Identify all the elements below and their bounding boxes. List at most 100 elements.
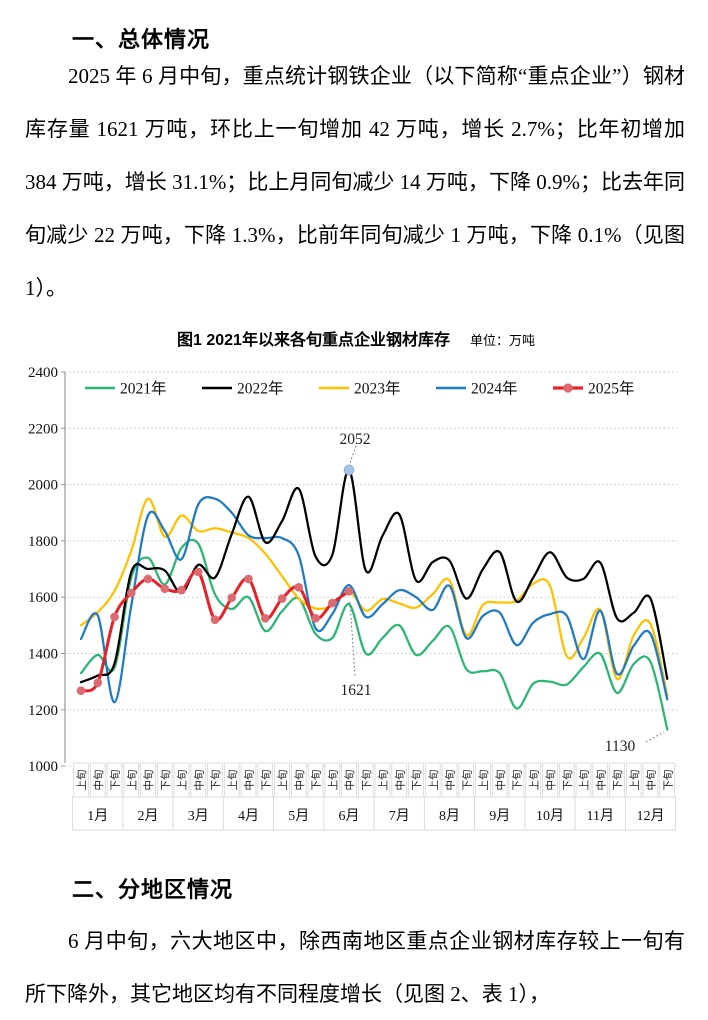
legend-label: 2022年 <box>237 380 284 398</box>
x-tick-label-10月中旬: 中旬 <box>544 770 557 791</box>
data-point-marker <box>244 574 253 584</box>
x-month-cell <box>423 796 476 831</box>
x-tick-label-6月中旬: 中旬 <box>343 770 356 791</box>
x-tick-label-1月上旬: 上旬 <box>75 770 88 791</box>
series-line-2023年 <box>79 497 669 697</box>
x-tick-label-11月中旬: 中旬 <box>594 770 607 791</box>
y-axis-label-1200: 1200 <box>28 703 58 719</box>
x-tick-label-3月中旬: 中旬 <box>192 770 205 791</box>
y-axis-label-2000: 2000 <box>28 478 58 494</box>
x-tick-label-8月下旬: 下旬 <box>460 770 473 791</box>
chart-title-row: 图1 2021年以来各旬重点企业钢材库存 单位：万吨 <box>28 326 684 352</box>
legend-item-2024年: 2024年 <box>436 380 518 398</box>
x-tick-label-5月中旬: 中旬 <box>293 770 306 791</box>
y-axis-label-1600: 1600 <box>28 590 58 606</box>
figure-1-chart: 图1 2021年以来各旬重点企业钢材库存 单位：万吨 1000 1200 1400 1… <box>28 326 684 846</box>
y-axis-label-2400: 2400 <box>28 365 58 381</box>
x-tick-label-1月中旬: 中旬 <box>92 770 105 791</box>
section-2-heading: 二、分地区情况 <box>72 877 234 902</box>
legend-item-2025年: 2025年 <box>553 380 635 398</box>
x-tick-label-6月下旬: 下旬 <box>360 770 373 791</box>
x-month-cell <box>624 796 677 831</box>
legend-label: 2021年 <box>120 380 167 398</box>
x-tick-label-4月下旬: 下旬 <box>259 770 272 791</box>
data-point-marker <box>277 594 287 603</box>
x-month-label-12月: 12月 <box>637 808 665 824</box>
x-tick-label-9月下旬: 下旬 <box>511 770 524 791</box>
x-month-cell <box>524 796 576 831</box>
x-tick-label-12月中旬: 中旬 <box>645 770 658 791</box>
data-point-marker <box>344 586 354 596</box>
annotation-leader-1621 <box>349 601 356 677</box>
x-tick-label-11月下旬: 下旬 <box>611 770 624 791</box>
y-axis-label-1400: 1400 <box>28 647 58 663</box>
legend-item-2021年: 2021年 <box>85 380 167 398</box>
x-tick-label-2月下旬: 下旬 <box>159 770 172 791</box>
data-point-marker <box>126 588 136 598</box>
x-month-label-3月: 3月 <box>188 808 209 824</box>
data-point-marker <box>311 614 320 623</box>
y-axis-label-1800: 1800 <box>28 534 58 550</box>
paragraph-regions: 6 月中旬，六大地区中，除西南地区重点企业钢材库存较上一旬有所下降外，其它地区均… <box>25 929 685 1006</box>
x-month-cell <box>574 796 626 831</box>
legend-item-2022年: 2022年 <box>202 380 284 398</box>
y-axis-label-1000: 1000 <box>28 759 58 775</box>
legend-label: 2025年 <box>588 380 635 398</box>
x-tick-label-2月上旬: 上旬 <box>125 770 138 791</box>
x-tick-label-1月下旬: 下旬 <box>109 770 122 791</box>
highlight-point-marker <box>343 464 355 476</box>
x-tick-label-6月上旬: 上旬 <box>326 770 339 791</box>
paragraph-overall: 2025 年 6 月中旬，重点统计钢铁企业（以下简称“重点企业”）钢材库存量 1… <box>25 64 685 300</box>
x-month-label-7月: 7月 <box>389 808 410 824</box>
data-point-marker <box>294 583 304 592</box>
x-month-cell <box>222 796 275 831</box>
x-month-label-2月: 2月 <box>138 808 159 824</box>
chart-unit-label: 单位：万吨 <box>469 333 535 348</box>
data-point-marker <box>227 593 237 603</box>
annotation-label-1621: 1621 <box>341 682 372 699</box>
x-month-label-6月: 6月 <box>339 808 360 824</box>
x-tick-label-11月上旬: 上旬 <box>578 770 591 791</box>
section-1-heading: 一、总体情况 <box>72 27 211 52</box>
x-tick-label-7月中旬: 中旬 <box>393 770 406 791</box>
x-tick-label-5月下旬: 下旬 <box>310 770 323 791</box>
x-tick-label-10月下旬: 下旬 <box>561 770 574 791</box>
x-tick-label-8月中旬: 中旬 <box>444 770 457 791</box>
x-month-label-11月: 11月 <box>587 808 614 824</box>
x-tick-label-7月上旬: 上旬 <box>377 770 390 791</box>
legend-item-2023年: 2023年 <box>319 380 401 398</box>
legend-swatch-marker <box>563 383 573 393</box>
x-month-label-9月: 9月 <box>489 808 510 824</box>
x-tick-label-12月下旬: 下旬 <box>661 770 674 791</box>
x-month-label-1月: 1月 <box>87 808 108 824</box>
x-tick-label-4月中旬: 中旬 <box>243 770 256 791</box>
annotation-label-2052: 2052 <box>340 431 371 448</box>
x-tick-label-3月下旬: 下旬 <box>209 770 222 791</box>
chart-title: 图1 2021年以来各旬重点企业钢材库存 <box>177 332 450 349</box>
x-tick-label-2月中旬: 中旬 <box>142 770 155 791</box>
x-tick-label-8月上旬: 上旬 <box>427 770 440 791</box>
x-month-label-4月: 4月 <box>238 808 259 824</box>
x-tick-label-3月上旬: 上旬 <box>176 770 189 791</box>
series-line-2024年 <box>79 496 669 704</box>
data-point-marker <box>93 678 103 688</box>
legend-label: 2024年 <box>471 380 518 398</box>
x-tick-label-10月上旬: 上旬 <box>527 770 540 791</box>
series-line-2021年 <box>79 538 669 731</box>
x-month-cell <box>172 796 224 831</box>
data-point-marker <box>193 567 203 577</box>
legend-label: 2023年 <box>354 380 401 398</box>
x-tick-label-5月上旬: 上旬 <box>276 770 289 791</box>
x-month-label-8月: 8月 <box>439 808 460 824</box>
data-point-marker <box>177 585 186 595</box>
data-point-marker <box>260 614 270 623</box>
data-point-marker <box>210 615 220 625</box>
x-tick-label-4月上旬: 上旬 <box>226 770 239 791</box>
x-tick-label-9月上旬: 上旬 <box>477 770 490 791</box>
data-point-marker <box>110 612 119 622</box>
data-point-marker <box>76 686 86 695</box>
annotation-leader-2052 <box>349 445 357 464</box>
x-tick-label-9月中旬: 中旬 <box>494 770 507 791</box>
